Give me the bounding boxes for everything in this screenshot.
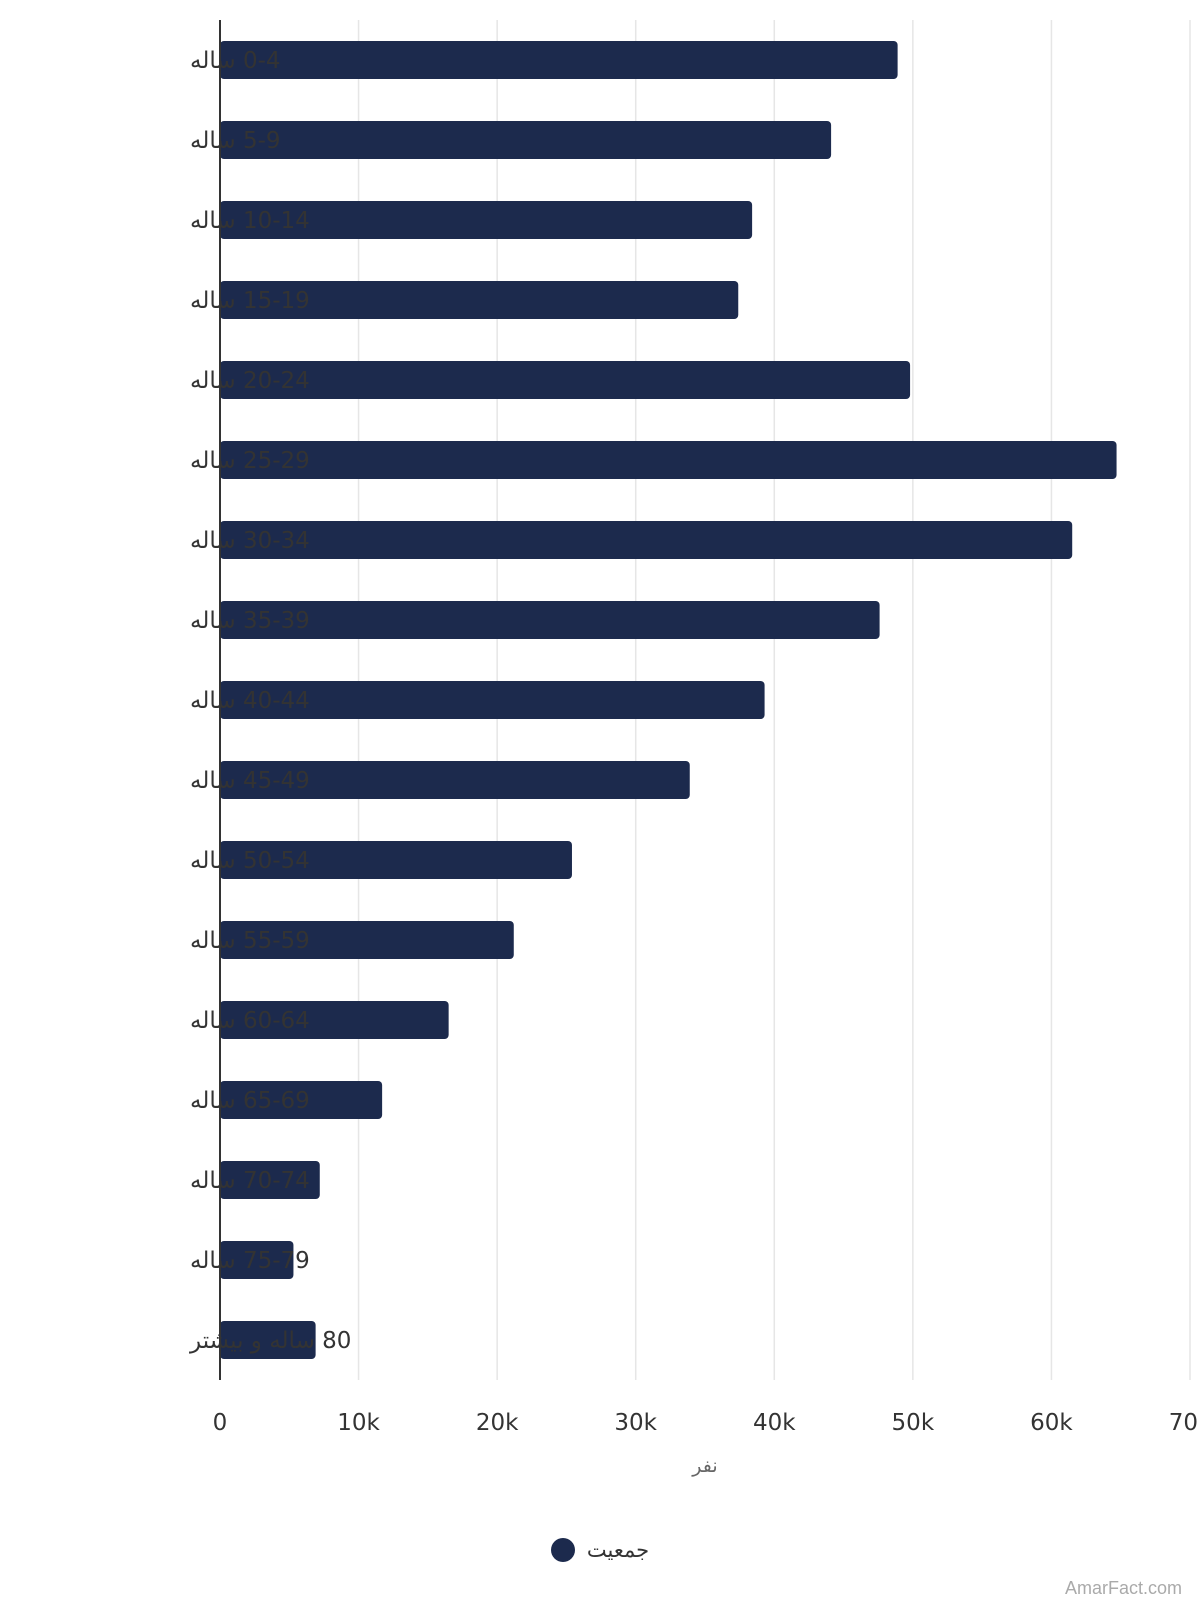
x-tick-label: 70k [1169, 1410, 1200, 1436]
category-label: 40-44 ساله [190, 688, 310, 714]
x-tick-label: 10k [337, 1410, 380, 1436]
x-tick-label: 60k [1030, 1410, 1073, 1436]
category-label: 5-9 ساله [190, 128, 281, 154]
x-tick-label: 40k [753, 1410, 796, 1436]
bar [220, 1001, 449, 1039]
category-label: 45-49 ساله [190, 768, 310, 794]
category-label: 60-64 ساله [190, 1008, 310, 1034]
bar [220, 521, 1073, 559]
bar [220, 681, 765, 719]
bar [220, 201, 753, 239]
x-tick-label: 30k [614, 1410, 657, 1436]
category-label: 50-54 ساله [190, 848, 310, 874]
watermark: AmarFact.com [1064, 1578, 1182, 1598]
category-label: 30-34 ساله [190, 528, 310, 554]
category-label: 80 ساله و بیشتر [189, 1328, 351, 1354]
bar [220, 921, 514, 959]
bar [220, 1321, 316, 1359]
legend-swatch [550, 1538, 575, 1562]
bar [220, 361, 911, 399]
category-label: 70-74 ساله [190, 1168, 310, 1194]
bar [220, 1081, 383, 1119]
x-tick-label: 20k [476, 1410, 519, 1436]
category-label: 0-4 ساله [190, 48, 281, 74]
bar [220, 1161, 320, 1199]
bar [220, 1241, 294, 1279]
bar [220, 761, 690, 799]
category-label: 35-39 ساله [190, 608, 310, 634]
bar [220, 41, 898, 79]
category-label: 25-29 ساله [190, 448, 310, 474]
bar [220, 601, 880, 639]
bar [220, 441, 1117, 479]
category-label: 10-14 ساله [190, 208, 310, 234]
category-label: 55-59 ساله [190, 928, 310, 954]
legend-item-population[interactable]: جمعیت [550, 1538, 650, 1562]
category-label: 65-69 ساله [190, 1088, 310, 1114]
x-axis-title: نفر [691, 1455, 717, 1477]
x-tick-label: 50k [892, 1410, 935, 1436]
bar [220, 841, 572, 879]
bar [220, 121, 832, 159]
legend: جمعیت [0, 1530, 1200, 1570]
category-label: 20-24 ساله [190, 368, 310, 394]
category-label: 15-19 ساله [190, 288, 310, 314]
bar-chart: 0 10k 20k 30k 40k 50k 60k 70k 0-4 ساله 5-9 ساله 10… [189, 20, 1200, 1477]
x-tick-label: 0 [213, 1410, 228, 1436]
category-label: 75-79 ساله [190, 1248, 310, 1274]
bar [220, 281, 739, 319]
legend-label: جمعیت [586, 1538, 650, 1562]
